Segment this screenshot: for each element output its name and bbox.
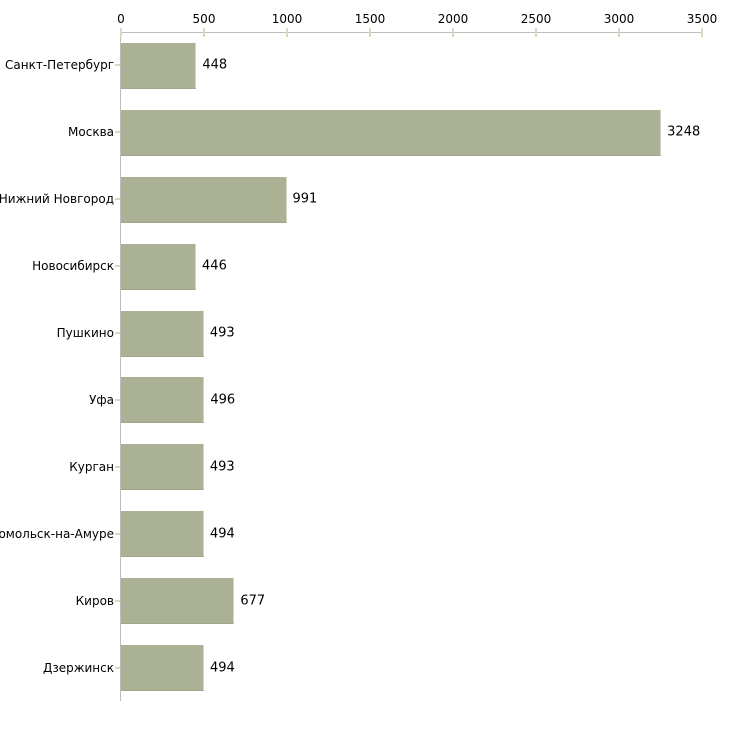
bar-row: Новосибирск 446	[0, 233, 730, 300]
bar-row: Киров 677	[0, 567, 730, 634]
bar-row: Нижний Новгород 991	[0, 166, 730, 233]
category-tick-mark	[115, 532, 120, 535]
category-tick-mark	[115, 131, 120, 134]
bar	[121, 176, 287, 223]
bar	[121, 511, 204, 558]
value-label: 991	[292, 191, 318, 207]
bar-row: Санкт-Петербург 448	[0, 32, 730, 99]
value-label: 494	[210, 660, 235, 676]
x-tick-label: 2000	[437, 12, 469, 26]
category-label: Курган	[69, 459, 114, 474]
x-tick-mark	[701, 28, 703, 37]
category-tick-mark	[115, 265, 120, 268]
x-tick-label: 1500	[354, 12, 386, 26]
x-tick-label: 1000	[271, 12, 303, 26]
category-tick-mark	[115, 64, 120, 67]
x-tick-label: 2500	[520, 12, 552, 26]
bar	[121, 377, 205, 424]
bar-row: мсомольск-на-Амуре 494	[0, 500, 730, 567]
bar-row: Курган 493	[0, 433, 730, 500]
x-tick-mark	[203, 28, 205, 37]
value-label: 496	[210, 392, 236, 408]
x-tick-label: 3000	[603, 12, 635, 26]
x-tick-label: 0	[117, 12, 125, 26]
category-label: Пушкино	[56, 326, 114, 341]
category-label: Киров	[75, 593, 114, 608]
category-label: Дзержинск	[42, 660, 114, 675]
value-label: 446	[202, 258, 227, 274]
category-tick-mark	[115, 666, 120, 669]
x-tick-mark	[369, 28, 371, 37]
bar	[121, 310, 204, 357]
bar-row: Москва 3248	[0, 99, 730, 166]
value-label: 493	[209, 325, 235, 341]
category-label: Москва	[68, 125, 114, 140]
category-label: мсомольск-на-Амуре	[0, 526, 114, 541]
value-label: 3248	[667, 124, 701, 140]
category-tick-mark	[115, 198, 120, 201]
bar	[121, 243, 197, 290]
category-tick-mark	[115, 398, 120, 401]
bar-row: Уфа 496	[0, 367, 730, 434]
y-axis-line	[120, 32, 121, 701]
x-tick-mark	[120, 28, 122, 37]
bar	[121, 109, 662, 156]
bar-row: Дзержинск 494	[0, 634, 730, 701]
bar	[121, 645, 204, 692]
value-label: 677	[240, 593, 266, 609]
value-label: 448	[202, 57, 228, 73]
bar	[121, 578, 235, 625]
bar	[121, 444, 204, 491]
bar-row: Пушкино 493	[0, 300, 730, 367]
value-label: 494	[210, 526, 235, 542]
value-label: 493	[209, 459, 235, 475]
category-label: Уфа	[89, 392, 114, 407]
x-axis-line	[120, 32, 703, 33]
x-tick-mark	[535, 28, 537, 37]
x-tick-label: 3500	[686, 12, 718, 26]
category-label: Санкт-Петербург	[5, 58, 114, 73]
category-tick-mark	[115, 599, 120, 602]
x-tick-mark	[452, 28, 454, 37]
x-tick-mark	[286, 28, 288, 37]
bar	[121, 42, 197, 89]
x-tick-label: 500	[192, 12, 216, 26]
category-label: Нижний Новгород	[0, 192, 114, 207]
category-tick-mark	[115, 465, 120, 468]
category-label: Новосибирск	[32, 259, 114, 274]
x-tick-mark	[618, 28, 620, 37]
category-tick-mark	[115, 332, 120, 335]
